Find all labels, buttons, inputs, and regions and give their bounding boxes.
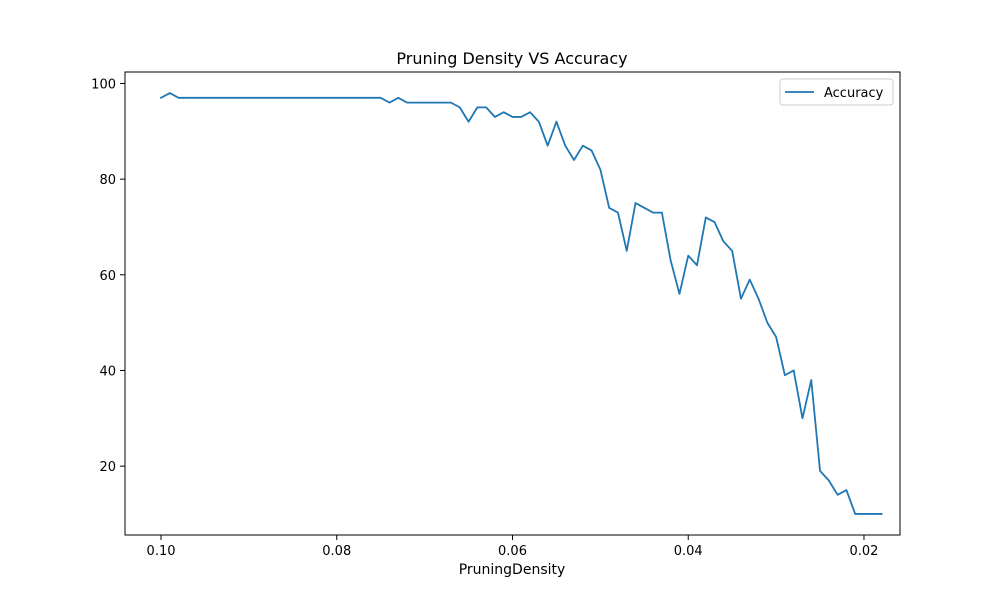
- plot-area: 0.10 0.08 0.06 0.04 0.02 20 40 60 80 100: [91, 71, 901, 559]
- y-tick-label: 20: [99, 460, 116, 475]
- x-axis-label: PruningDensity: [459, 562, 566, 578]
- y-tick-label: 60: [99, 269, 116, 284]
- chart-title: Pruning Density VS Accuracy: [396, 49, 627, 68]
- axes-frame: [124, 71, 901, 536]
- y-tick-label: 80: [99, 173, 116, 188]
- legend-box: [779, 78, 894, 106]
- y-tick-label: 100: [91, 77, 116, 92]
- x-tick-label: 0.08: [322, 544, 351, 559]
- legend: Accuracy: [779, 78, 894, 106]
- y-tick-label: 40: [99, 364, 116, 379]
- x-tick-label: 0.04: [674, 544, 703, 559]
- x-tick-label: 0.10: [147, 544, 176, 559]
- series-line-accuracy: [159, 92, 883, 515]
- x-tick-label: 0.06: [498, 544, 527, 559]
- x-tick-label: 0.02: [849, 544, 878, 559]
- legend-label: Accuracy: [824, 86, 884, 101]
